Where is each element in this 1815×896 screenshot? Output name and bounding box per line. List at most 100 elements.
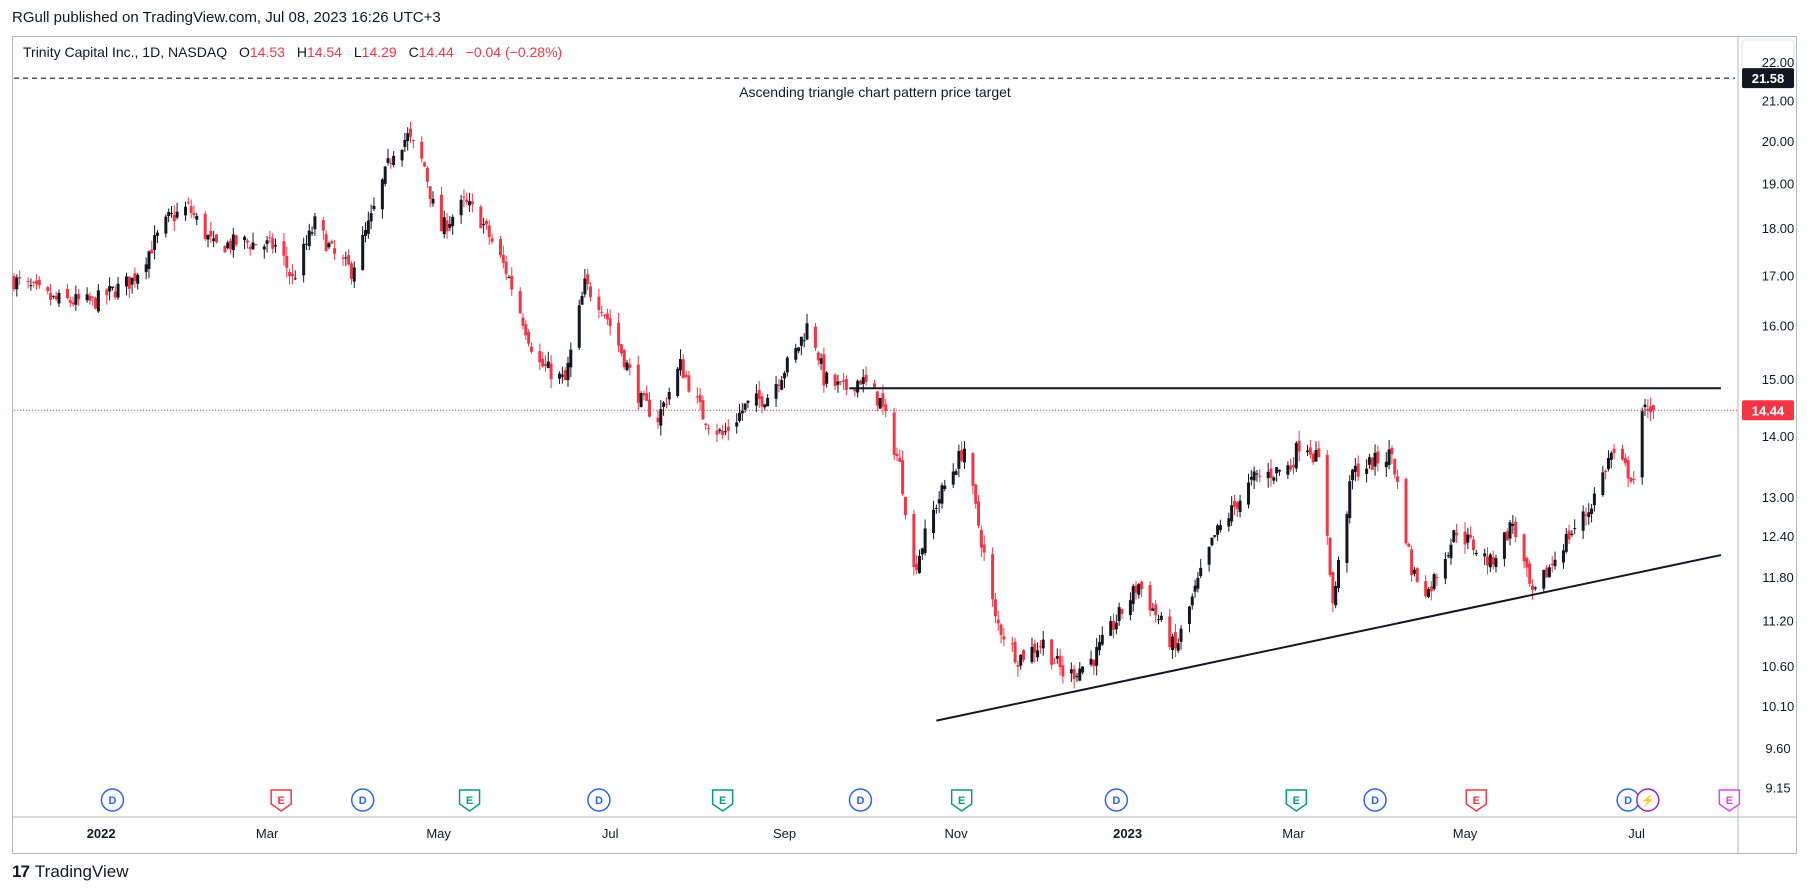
candle-body (546, 361, 550, 368)
candle (1488, 552, 1492, 572)
candle-body (310, 232, 314, 234)
candle-body (1140, 581, 1144, 590)
candle-body (1235, 502, 1239, 510)
candle (271, 233, 275, 254)
candle (265, 235, 269, 253)
candle-body (971, 453, 975, 486)
candle-body (1545, 567, 1549, 578)
dividend-event-icon[interactable]: D (587, 788, 611, 812)
candle (51, 295, 55, 299)
candle (451, 214, 455, 235)
earnings-event-icon[interactable]: E (1465, 789, 1488, 812)
candle-body (1429, 586, 1433, 592)
candle-body (1604, 470, 1608, 473)
candle (57, 289, 61, 307)
high-value: 14.54 (306, 44, 342, 60)
candle-body (49, 293, 53, 300)
candle-body (459, 199, 463, 216)
candle (313, 212, 317, 236)
candle-body (600, 311, 604, 313)
earnings-event-icon[interactable]: E (270, 789, 292, 812)
candle (1331, 571, 1335, 613)
candle-body (184, 206, 188, 216)
candle-body (1511, 523, 1515, 526)
candle-body (707, 428, 711, 430)
candle (1089, 650, 1093, 667)
candle (991, 547, 995, 607)
candle (1629, 476, 1633, 484)
candle (65, 283, 69, 300)
candle-body (1081, 666, 1085, 673)
candle-body (214, 234, 218, 243)
candle (543, 355, 547, 372)
split-event-icon[interactable]: ⚡ (1636, 788, 1660, 812)
candle (1207, 546, 1211, 572)
candle (462, 189, 466, 208)
candle-body (662, 402, 666, 407)
earnings-event-icon[interactable]: E (711, 789, 734, 812)
candle (783, 371, 787, 389)
dividend-event-icon[interactable]: D (1616, 788, 1640, 812)
dividend-event-icon[interactable]: D (350, 788, 375, 812)
candle-body (932, 509, 936, 534)
target-price-badge (1742, 68, 1794, 89)
candle-body (175, 211, 179, 218)
candle (366, 211, 370, 239)
candle (1640, 407, 1644, 485)
candle (1187, 605, 1191, 633)
candle (903, 496, 907, 520)
candle-body (1387, 449, 1391, 465)
earnings-event-icon[interactable]: E (950, 789, 973, 812)
price-tick-label: 10.60 (1762, 659, 1795, 674)
candle (780, 376, 784, 391)
candle (1508, 520, 1512, 546)
candle-body (943, 485, 947, 489)
candle-body (136, 274, 140, 284)
candle (1550, 556, 1554, 573)
candle-body (1199, 567, 1203, 577)
candle (507, 275, 511, 279)
dividend-event-icon[interactable]: D (1104, 788, 1129, 812)
dividend-event-icon[interactable]: D (100, 788, 125, 812)
candle-body (1514, 521, 1518, 538)
candle-body (1157, 619, 1161, 621)
event-shape (1636, 788, 1660, 812)
candle (439, 186, 443, 232)
candle (1173, 623, 1177, 658)
candle-body (383, 166, 387, 184)
event-letter: D (359, 795, 367, 807)
dividend-event-icon[interactable]: D (1363, 788, 1387, 812)
candle (468, 192, 472, 212)
candle-body (1061, 665, 1065, 677)
candle (1542, 569, 1546, 594)
candle-body (979, 529, 983, 548)
candle (510, 267, 514, 296)
candle-body (254, 244, 258, 246)
candle-body (1410, 549, 1414, 576)
candle-body (586, 274, 590, 285)
candle-body (656, 417, 660, 423)
candle (1396, 469, 1400, 489)
candle (1157, 614, 1161, 625)
dividend-event-icon[interactable]: D (848, 788, 873, 812)
earnings-event-icon[interactable]: E (1285, 789, 1308, 812)
candle (738, 403, 742, 423)
candle-body (1353, 465, 1357, 472)
candle (1292, 457, 1296, 475)
candle (1581, 505, 1585, 539)
candle (1365, 459, 1369, 483)
candle (1255, 469, 1259, 482)
candle-body (302, 243, 306, 276)
earnings-event-icon[interactable]: E (458, 789, 481, 812)
candle (1171, 633, 1175, 659)
candle-body (88, 295, 92, 301)
candle-body (74, 294, 78, 305)
earnings-event-icon[interactable]: E (1718, 789, 1741, 812)
candle (29, 278, 33, 291)
candle-body (858, 380, 862, 385)
tradingview-footer[interactable]: 17 TradingView (12, 862, 128, 882)
candle-body (1218, 525, 1222, 531)
candle (982, 535, 986, 562)
candle (94, 296, 98, 310)
